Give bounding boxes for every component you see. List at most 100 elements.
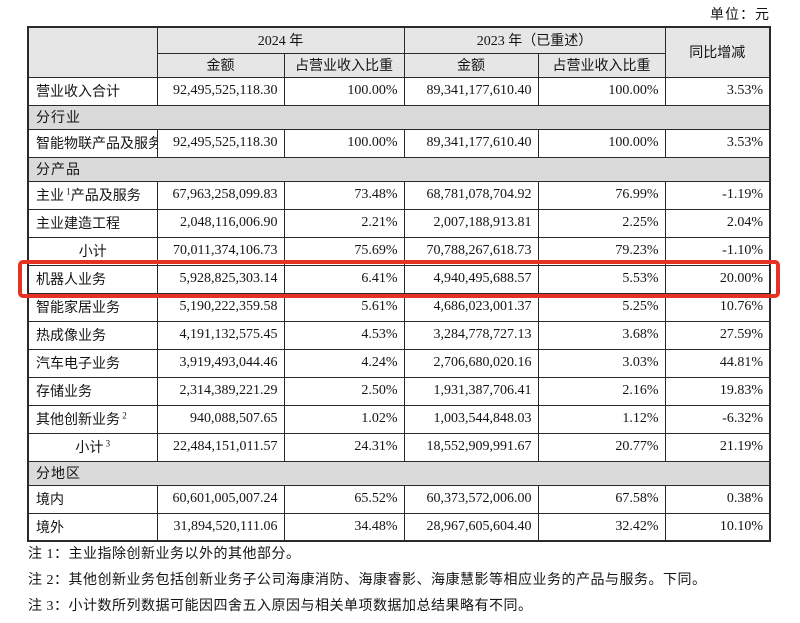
- pct-2024-cell: 34.48%: [283, 512, 405, 542]
- pct-2023-cell: 79.23%: [537, 236, 666, 266]
- yoy-cell: 21.19%: [664, 432, 771, 462]
- pct-2023-cell: 20.77%: [537, 432, 666, 462]
- header-empty-cell: [27, 26, 158, 78]
- amount-2023-cell: 4,940,495,688.57: [403, 264, 539, 294]
- pct-2023-cell: 100.00%: [537, 128, 666, 158]
- pct-2023-cell: 2.25%: [537, 208, 666, 238]
- table-body: 营业收入合计 92,495,525,118.30 100.00% 89,341,177…: [27, 76, 771, 542]
- amount-2023-cell: 28,967,605,604.40: [403, 512, 539, 542]
- section-label: 分地区: [27, 460, 771, 486]
- amount-2024-cell: 940,088,507.65: [156, 404, 285, 434]
- yoy-cell: -6.32%: [664, 404, 771, 434]
- header-pct-2023: 占营业收入比重: [537, 52, 666, 78]
- pct-2024-cell: 2.50%: [283, 376, 405, 406]
- amount-2024-cell: 31,894,520,111.06: [156, 512, 285, 542]
- table-row: 境内 60,601,005,007.24 65.52% 60,373,572,006.…: [27, 484, 771, 514]
- revenue-table-wrapper: 2024 年 2023 年（已重述） 同比增减 金额 占营业收入比重 金额 占营…: [27, 26, 771, 542]
- table-row: 主业建造工程 2,048,116,006.90 2.21% 2,007,188,913…: [27, 208, 771, 238]
- footnote-1: 注 1：主业指除创新业务以外的其他部分。: [28, 547, 301, 562]
- section-label: 分产品: [27, 156, 771, 182]
- amount-2023-cell: 60,373,572,006.00: [403, 484, 539, 514]
- amount-2023-cell: 89,341,177,610.40: [403, 128, 539, 158]
- pct-2023-cell: 2.16%: [537, 376, 666, 406]
- section-row: 分地区: [27, 460, 771, 486]
- row-label: 境内: [27, 484, 158, 514]
- row-label: 热成像业务: [27, 320, 158, 350]
- section-row: 分行业: [27, 104, 771, 130]
- pct-2024-cell: 5.61%: [283, 292, 405, 322]
- amount-2023-cell: 2,706,680,020.16: [403, 348, 539, 378]
- row-label: 智能物联产品及服务: [27, 128, 158, 158]
- amount-2023-cell: 89,341,177,610.40: [403, 76, 539, 106]
- table-row: 汽车电子业务 3,919,493,044.46 4.24% 2,706,680,020…: [27, 348, 771, 378]
- amount-2024-cell: 60,601,005,007.24: [156, 484, 285, 514]
- row-label: 境外: [27, 512, 158, 542]
- table-row: 智能家居业务 5,190,222,359.58 5.61% 4,686,023,001…: [27, 292, 771, 322]
- table-row: 境外 31,894,520,111.06 34.48% 28,967,605,604.…: [27, 512, 771, 542]
- row-label: 存储业务: [27, 376, 158, 406]
- yoy-cell: 19.83%: [664, 376, 771, 406]
- row-label: 智能家居业务: [27, 292, 158, 322]
- table-row: 机器人业务 5,928,825,303.14 6.41% 4,940,495,688.…: [27, 264, 771, 294]
- header-row-subcolumns: 金额 占营业收入比重 金额 占营业收入比重: [28, 52, 770, 78]
- table-row: 热成像业务 4,191,132,575.45 4.53% 3,284,778,727.…: [27, 320, 771, 350]
- table-row: 智能物联产品及服务 92,495,525,118.30 100.00% 89,341,…: [27, 128, 771, 158]
- yoy-cell: 3.53%: [664, 76, 771, 106]
- yoy-cell: 44.81%: [664, 348, 771, 378]
- amount-2023-cell: 1,003,544,848.03: [403, 404, 539, 434]
- pct-2023-cell: 1.12%: [537, 404, 666, 434]
- yoy-cell: 2.04%: [664, 208, 771, 238]
- pct-2023-cell: 67.58%: [537, 484, 666, 514]
- pct-2024-cell: 4.24%: [283, 348, 405, 378]
- pct-2024-cell: 6.41%: [283, 264, 405, 294]
- amount-2024-cell: 2,314,389,221.29: [156, 376, 285, 406]
- pct-2024-cell: 65.52%: [283, 484, 405, 514]
- footnotes: 注 1：主业指除创新业务以外的其他部分。注 2：其他创新业务包括创新业务子公司海…: [28, 542, 707, 620]
- amount-2024-cell: 92,495,525,118.30: [156, 128, 285, 158]
- yoy-cell: 20.00%: [664, 264, 771, 294]
- row-label: 主业建造工程: [27, 208, 158, 238]
- amount-2024-cell: 5,190,222,359.58: [156, 292, 285, 322]
- pct-2024-cell: 24.31%: [283, 432, 405, 462]
- table-row: 存储业务 2,314,389,221.29 2.50% 1,931,387,706.4…: [27, 376, 771, 406]
- section-row: 分产品: [27, 156, 771, 182]
- pct-2023-cell: 76.99%: [537, 180, 666, 210]
- header-group-2024: 2024 年: [156, 26, 405, 54]
- amount-2024-cell: 22,484,151,011.57: [156, 432, 285, 462]
- amount-2024-cell: 5,928,825,303.14: [156, 264, 285, 294]
- footnote-2: 注 2：其他创新业务包括创新业务子公司海康消防、海康睿影、海康慧影等相应业务的产…: [28, 573, 707, 588]
- pct-2024-cell: 100.00%: [283, 76, 405, 106]
- row-label: 小计 3: [27, 432, 158, 462]
- amount-2023-cell: 18,552,909,991.67: [403, 432, 539, 462]
- pct-2024-cell: 100.00%: [283, 128, 405, 158]
- amount-2024-cell: 2,048,116,006.90: [156, 208, 285, 238]
- amount-2023-cell: 4,686,023,001.37: [403, 292, 539, 322]
- header-group-2023: 2023 年（已重述）: [403, 26, 666, 54]
- yoy-cell: 10.10%: [664, 512, 771, 542]
- amount-2024-cell: 92,495,525,118.30: [156, 76, 285, 106]
- header-yoy: 同比增减: [664, 26, 771, 78]
- header-amount-2023: 金额: [403, 52, 539, 78]
- row-label: 其他创新业务 2: [27, 404, 158, 434]
- yoy-cell: -1.10%: [664, 236, 771, 266]
- pct-2024-cell: 73.48%: [283, 180, 405, 210]
- section-label: 分行业: [27, 104, 771, 130]
- amount-2023-cell: 3,284,778,727.13: [403, 320, 539, 350]
- footnote-3: 注 3：小计数所列数据可能因四舍五入原因与相关单项数据加总结果略有不同。: [28, 599, 533, 614]
- row-label: 小计: [27, 236, 158, 266]
- pct-2023-cell: 5.53%: [537, 264, 666, 294]
- table-row: 主业 1产品及服务 67,963,258,099.83 73.48% 68,781,0…: [27, 180, 771, 210]
- header-amount-2024: 金额: [156, 52, 285, 78]
- footnote-superscript: 1: [64, 186, 71, 197]
- table-row: 营业收入合计 92,495,525,118.30 100.00% 89,341,177…: [27, 76, 771, 106]
- pct-2024-cell: 1.02%: [283, 404, 405, 434]
- yoy-cell: 3.53%: [664, 128, 771, 158]
- amount-2023-cell: 68,781,078,704.92: [403, 180, 539, 210]
- yoy-cell: 27.59%: [664, 320, 771, 350]
- pct-2023-cell: 100.00%: [537, 76, 666, 106]
- yoy-cell: 10.76%: [664, 292, 771, 322]
- table-row: 其他创新业务 2 940,088,507.65 1.02% 1,003,544,848…: [27, 404, 771, 434]
- pct-2024-cell: 2.21%: [283, 208, 405, 238]
- row-label: 营业收入合计: [27, 76, 158, 106]
- amount-2023-cell: 70,788,267,618.73: [403, 236, 539, 266]
